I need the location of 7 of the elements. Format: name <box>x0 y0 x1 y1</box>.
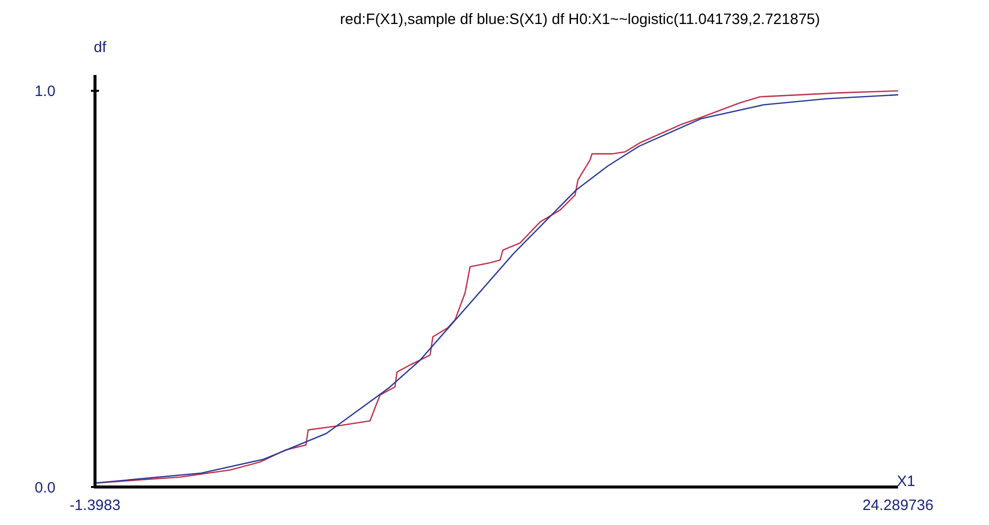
y-tick-label: 0.0 <box>34 479 56 496</box>
y-tick-label: 1.0 <box>34 83 56 100</box>
chart-title: red:F(X1),sample df blue:S(X1) df H0:X1~~logistic(11.041739,2.721875) <box>340 11 820 28</box>
x-tick-label: 24.289736 <box>862 497 934 514</box>
x-axis-title: X1 <box>896 473 916 490</box>
y-axis-title: df <box>94 39 108 56</box>
x-tick-label: -1.3983 <box>70 497 120 514</box>
